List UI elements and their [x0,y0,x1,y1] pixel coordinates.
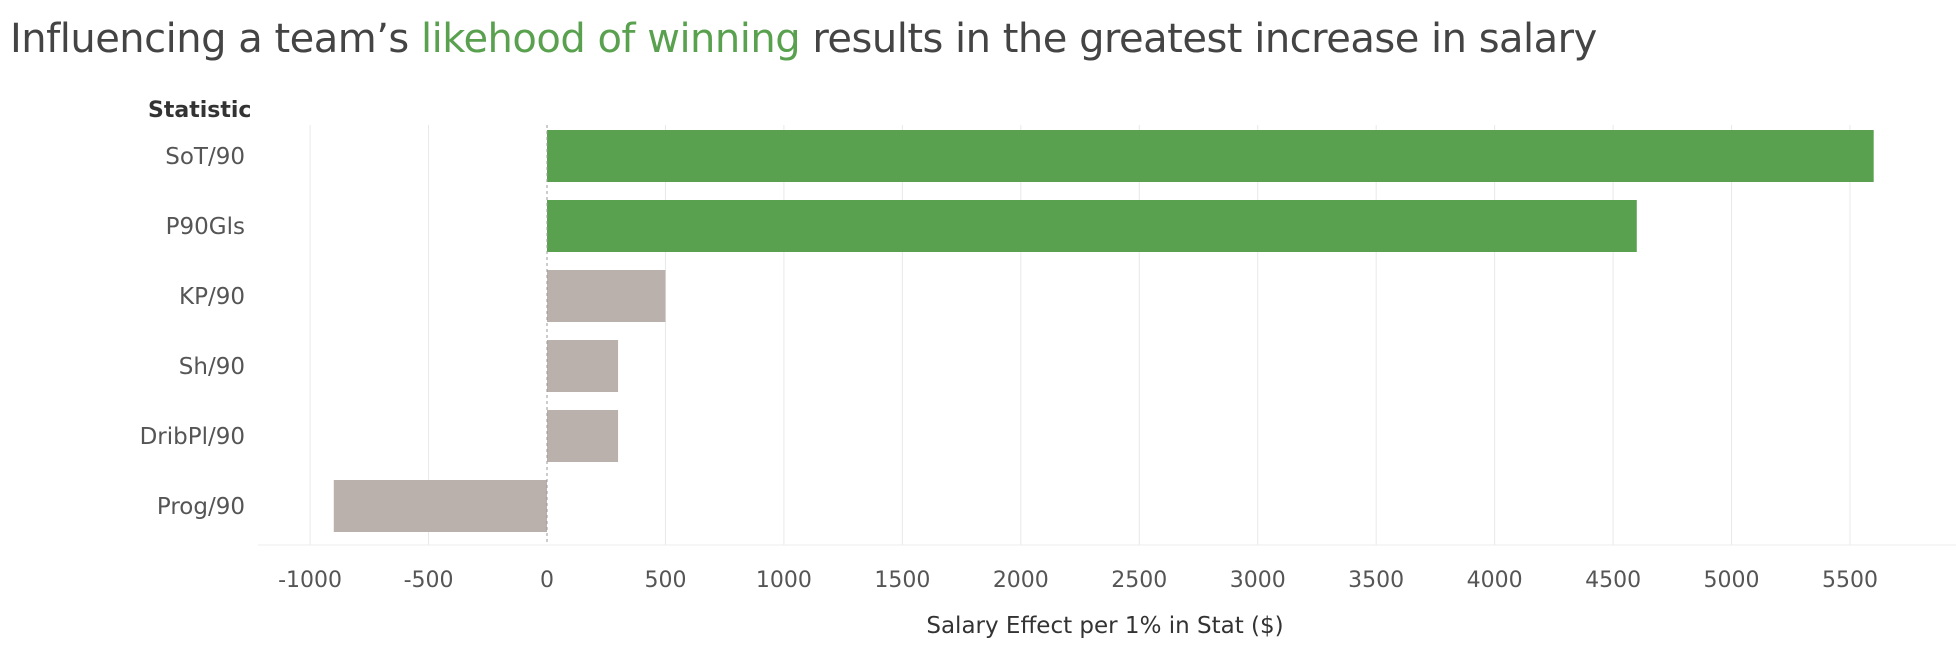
category-label: Sh/90 [179,354,245,380]
bar-sot-90 [547,130,1874,182]
row-header: Statistic [148,98,251,123]
grid-lines [309,125,1851,545]
x-tick-label: 4000 [1467,568,1523,593]
chart-title: Influencing a team’s likehood of winning… [10,16,1597,62]
bar-prog-90 [333,480,547,532]
category-label: KP/90 [179,284,245,310]
x-tick-label: 2500 [1111,568,1167,593]
x-tick-label: 1500 [874,568,930,593]
x-tick-label: 0 [540,568,554,593]
category-label: P90Gls [166,214,245,240]
category-label: DribPl/90 [140,424,245,450]
title-part-2: results in the greatest increase in sala… [800,16,1597,62]
x-axis-title: Salary Effect per 1% in Stat ($) [926,613,1283,639]
bars [333,130,1874,532]
x-tick-label: 4500 [1585,568,1641,593]
x-tick-label: 5000 [1704,568,1760,593]
x-tick-label: -1000 [278,568,342,593]
x-tick-label: 5500 [1822,568,1878,593]
x-tick-label: 3500 [1348,568,1404,593]
title-part-1: Influencing a team’s [10,16,421,62]
bar-kp-90 [547,270,666,322]
category-labels: SoT/90 P90Gls KP/90 Sh/90 DribPl/90 Prog/90 [140,144,245,520]
category-label: Prog/90 [157,494,245,520]
x-tick-labels: -1000 -500 0 500 1000 1500 2000 2500 3000 3500 400… [278,568,1878,593]
title-highlight: likehood of winning [420,16,801,62]
x-tick-label: 1000 [756,568,812,593]
category-label: SoT/90 [165,144,245,170]
x-tick-label: -500 [404,568,454,593]
bar-sh-90 [547,340,619,392]
bar-dribpl-90 [547,410,619,462]
x-tick-label: 3000 [1230,568,1286,593]
bar-p90gls [547,200,1637,252]
x-tick-label: 500 [644,568,686,593]
x-tick-label: 2000 [993,568,1049,593]
